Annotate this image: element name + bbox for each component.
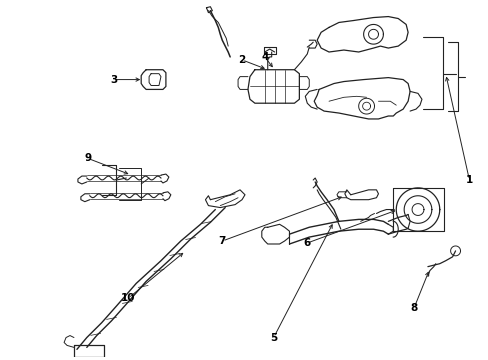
Text: 9: 9 [84, 153, 91, 163]
Text: 3: 3 [110, 75, 117, 85]
Text: 1: 1 [465, 175, 472, 185]
Text: 6: 6 [303, 238, 310, 248]
Text: 5: 5 [269, 333, 277, 342]
Text: 2: 2 [238, 55, 245, 65]
Text: 10: 10 [121, 293, 135, 303]
Text: 4: 4 [261, 52, 268, 62]
Text: 7: 7 [218, 236, 225, 246]
Text: 8: 8 [409, 303, 417, 313]
